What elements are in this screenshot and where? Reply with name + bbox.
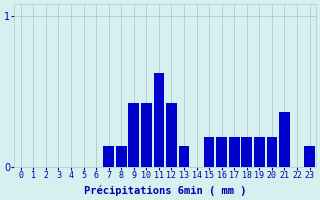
Bar (154, 73, 164, 167)
Bar (116, 146, 126, 167)
Bar (267, 137, 277, 167)
Bar (304, 146, 315, 167)
Bar (241, 137, 252, 167)
Bar (179, 146, 189, 167)
Bar (229, 137, 240, 167)
Bar (254, 137, 265, 167)
Bar (141, 103, 152, 167)
Bar (204, 137, 214, 167)
Bar (103, 146, 114, 167)
Bar (128, 103, 139, 167)
Bar (279, 112, 290, 167)
X-axis label: Précipitations 6min ( mm ): Précipitations 6min ( mm ) (84, 185, 246, 196)
Bar (216, 137, 227, 167)
Bar (166, 103, 177, 167)
